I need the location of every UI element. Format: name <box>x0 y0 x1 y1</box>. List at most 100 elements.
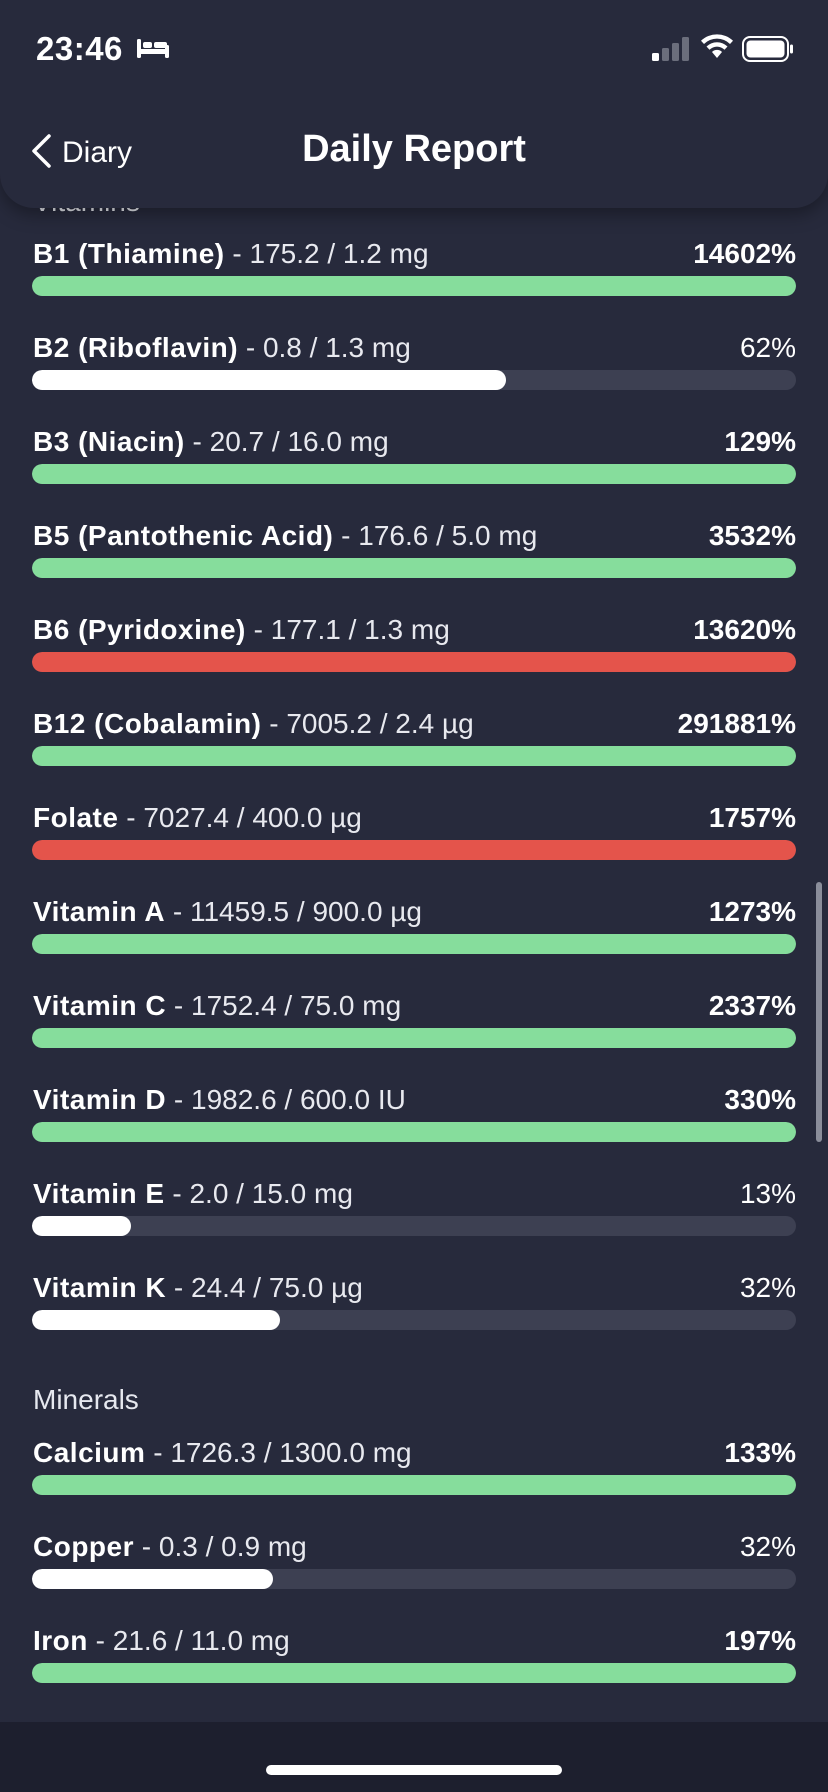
progress-bar <box>32 840 796 860</box>
nutrient-name: B5 (Pantothenic Acid) <box>33 520 334 551</box>
wifi-icon <box>700 34 734 65</box>
progress-bar <box>32 1122 796 1142</box>
progress-bar <box>32 370 796 390</box>
nutrient-row: Vitamin A - 11459.5 / 900.0 µg 1273% <box>32 896 796 960</box>
progress-bar <box>32 1475 796 1495</box>
status-time: 23:46 <box>36 30 123 67</box>
progress-bar <box>32 1310 796 1330</box>
progress-bar-fill <box>32 464 796 484</box>
nutrient-row: Vitamin K - 24.4 / 75.0 µg 32% <box>32 1272 796 1336</box>
nutrient-percent: 2337% <box>708 990 796 1021</box>
nutrient-row: B3 (Niacin) - 20.7 / 16.0 mg 129% <box>32 426 796 490</box>
nutrient-name: B6 (Pyridoxine) <box>33 614 246 645</box>
nutrient-text: Folate - 7027.4 / 400.0 µg <box>33 802 362 838</box>
nutrient-amount: - 1752.4 / 75.0 mg <box>166 990 402 1021</box>
header-bar: 23:46 <box>0 0 828 208</box>
progress-bar <box>32 1569 796 1589</box>
nutrient-percent: 32% <box>739 1272 796 1303</box>
nutrient-text: B12 (Cobalamin) - 7005.2 / 2.4 µg <box>33 708 474 744</box>
progress-bar-fill <box>32 746 796 766</box>
progress-bar <box>32 934 796 954</box>
battery-icon <box>742 36 794 67</box>
progress-bar-fill <box>32 1028 796 1048</box>
nutrient-text: Vitamin E - 2.0 / 15.0 mg <box>33 1178 353 1214</box>
nutrient-name: Vitamin E <box>33 1178 165 1209</box>
nutrient-name: Calcium <box>33 1437 146 1468</box>
nutrient-percent: 129% <box>724 426 796 457</box>
progress-bar <box>32 558 796 578</box>
nutrient-name: Vitamin A <box>33 896 166 927</box>
nutrient-name: Vitamin K <box>33 1272 167 1303</box>
nutrient-text: Copper - 0.3 / 0.9 mg <box>33 1531 307 1567</box>
nutrient-row: Calcium - 1726.3 / 1300.0 mg 133% <box>32 1437 796 1501</box>
page-title: Daily Report <box>302 128 526 170</box>
nutrient-row: B12 (Cobalamin) - 7005.2 / 2.4 µg 291881% <box>32 708 796 772</box>
nutrient-percent: 330% <box>724 1084 796 1115</box>
nutrient-row: B1 (Thiamine) - 175.2 / 1.2 mg 14602% <box>32 238 796 302</box>
progress-bar-fill <box>32 1663 796 1683</box>
nutrient-row: Vitamin C - 1752.4 / 75.0 mg 2337% <box>32 990 796 1054</box>
nutrient-text: B2 (Riboflavin) - 0.8 / 1.3 mg <box>33 332 411 368</box>
back-button[interactable]: Diary <box>30 130 132 176</box>
progress-bar-fill <box>32 1216 132 1236</box>
progress-bar <box>32 1028 796 1048</box>
progress-bar <box>32 1216 796 1236</box>
nutrient-row: Vitamin D - 1982.6 / 600.0 IU 330% <box>32 1084 796 1148</box>
nutrient-percent: 133% <box>724 1437 796 1468</box>
nutrient-name: Vitamin C <box>33 990 167 1021</box>
nutrient-amount: - 7027.4 / 400.0 µg <box>118 802 362 833</box>
nutrient-percent: 13% <box>739 1178 796 1209</box>
progress-bar-fill <box>32 934 796 954</box>
nutrient-percent: 291881% <box>677 708 796 739</box>
back-button-label: Diary <box>62 136 133 169</box>
nutrient-text: Calcium - 1726.3 / 1300.0 mg <box>33 1437 412 1473</box>
nutrient-amount: - 176.6 / 5.0 mg <box>333 520 538 551</box>
nutrient-amount: - 21.6 / 11.0 mg <box>87 1625 290 1656</box>
nutrient-text: Vitamin D - 1982.6 / 600.0 IU <box>33 1084 406 1120</box>
nutrient-name: Folate <box>33 802 119 833</box>
progress-bar-fill <box>32 1310 281 1330</box>
nutrient-amount: - 2.0 / 15.0 mg <box>164 1178 353 1209</box>
progress-bar <box>32 652 796 672</box>
progress-bar-fill <box>32 276 796 296</box>
progress-bar <box>32 464 796 484</box>
home-indicator[interactable] <box>266 1765 562 1775</box>
nutrient-percent: 13620% <box>693 614 796 645</box>
nutrient-row: B5 (Pantothenic Acid) - 176.6 / 5.0 mg 35… <box>32 520 796 584</box>
progress-bar-fill <box>32 652 796 672</box>
nutrient-percent: 197% <box>724 1625 796 1656</box>
nutrient-row: B6 (Pyridoxine) - 177.1 / 1.3 mg 13620% <box>32 614 796 678</box>
progress-bar-fill <box>32 1475 796 1495</box>
nutrient-percent: 1757% <box>708 802 796 833</box>
nutrient-text: B3 (Niacin) - 20.7 / 16.0 mg <box>33 426 389 462</box>
nutrient-amount: - 24.4 / 75.0 µg <box>166 1272 363 1303</box>
progress-bar-fill <box>32 840 796 860</box>
nutrient-amount: - 0.3 / 0.9 mg <box>134 1531 307 1562</box>
sleep-mode-icon <box>136 37 170 64</box>
nutrient-amount: - 11459.5 / 900.0 µg <box>165 896 423 927</box>
nutrient-text: Vitamin A - 11459.5 / 900.0 µg <box>33 896 422 932</box>
nutrient-text: Vitamin C - 1752.4 / 75.0 mg <box>33 990 401 1026</box>
chevron-left-icon <box>30 133 52 174</box>
scrollbar[interactable] <box>816 882 822 1142</box>
nutrient-name: Vitamin D <box>33 1084 167 1115</box>
nutrient-name: Iron <box>33 1625 88 1656</box>
progress-bar-fill <box>32 370 506 390</box>
nutrient-amount: - 1726.3 / 1300.0 mg <box>145 1437 412 1468</box>
nutrient-name: B2 (Riboflavin) <box>33 332 239 363</box>
nutrient-name: Copper <box>33 1531 134 1562</box>
nutrient-amount: - 7005.2 / 2.4 µg <box>261 708 474 739</box>
nutrient-amount: - 175.2 / 1.2 mg <box>224 238 429 269</box>
progress-bar <box>32 746 796 766</box>
progress-bar <box>32 276 796 296</box>
nutrient-name: B3 (Niacin) <box>33 426 185 457</box>
nutrient-row: Vitamin E - 2.0 / 15.0 mg 13% <box>32 1178 796 1242</box>
nutrient-row: B2 (Riboflavin) - 0.8 / 1.3 mg 62% <box>32 332 796 396</box>
nutrient-name: B1 (Thiamine) <box>33 238 225 269</box>
nutrient-percent: 62% <box>739 332 796 363</box>
nutrient-text: B5 (Pantothenic Acid) - 176.6 / 5.0 mg <box>33 520 537 556</box>
nutrient-percent: 14602% <box>693 238 796 269</box>
minerals-section-heading: Minerals <box>33 1384 139 1415</box>
nutrient-text: B1 (Thiamine) - 175.2 / 1.2 mg <box>33 238 429 274</box>
nutrient-percent: 32% <box>739 1531 796 1562</box>
